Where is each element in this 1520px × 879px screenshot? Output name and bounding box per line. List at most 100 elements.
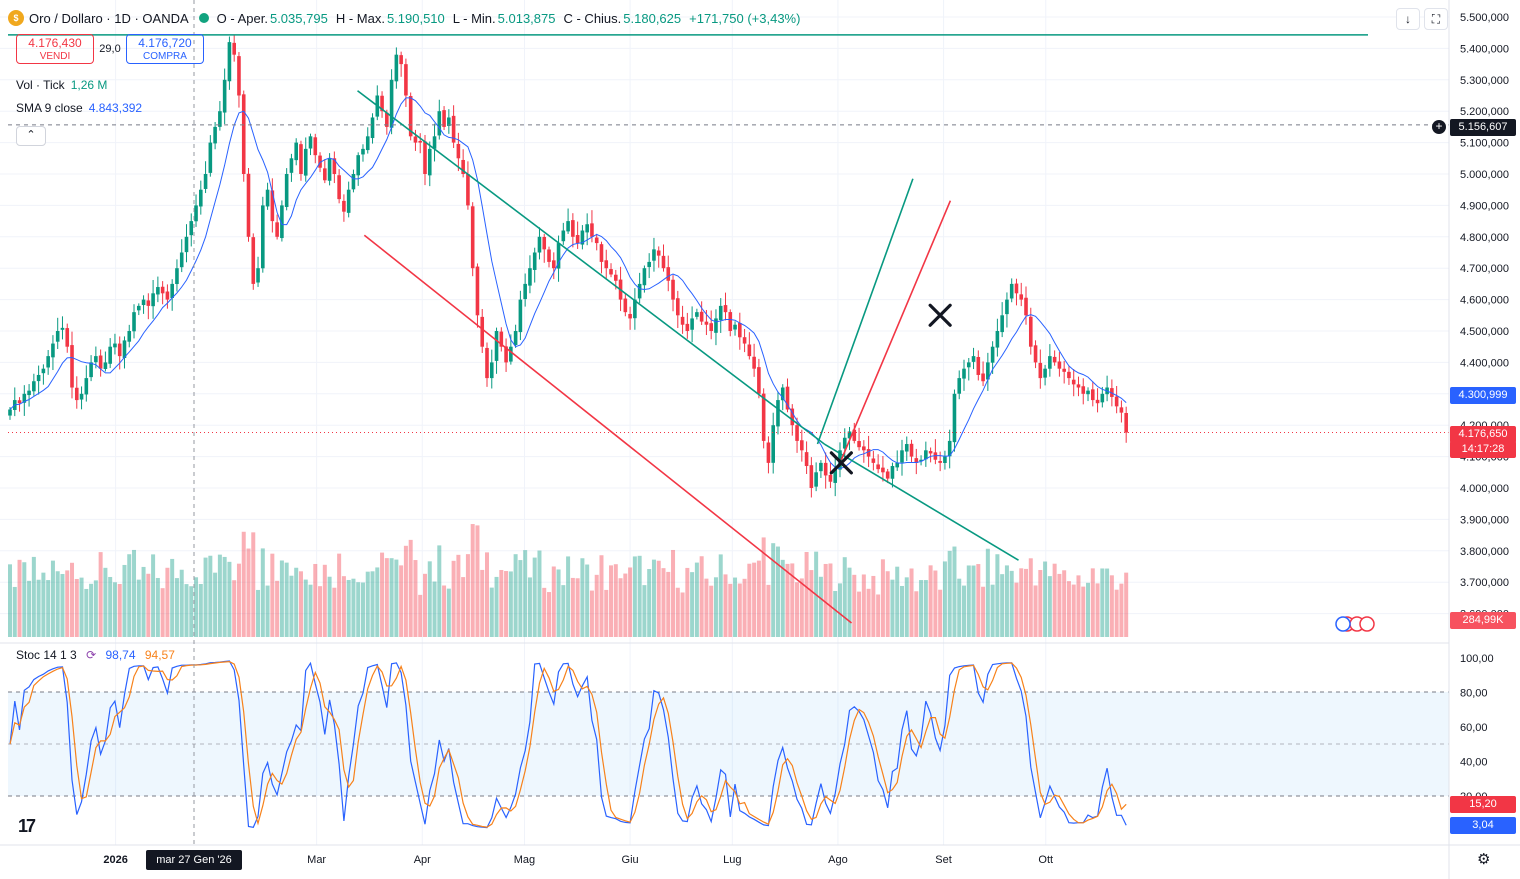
price-axis-tick: 4.500,000 xyxy=(1460,326,1509,338)
volume-bar xyxy=(356,582,361,637)
candle-body xyxy=(1009,283,1014,299)
candle-body xyxy=(862,446,866,451)
volume-bar xyxy=(556,569,561,637)
candle-body xyxy=(695,312,699,317)
sma-line xyxy=(9,97,1127,470)
volume-bar xyxy=(513,554,518,637)
volume-bar xyxy=(518,560,523,637)
volume-bar xyxy=(470,524,475,637)
trend-line[interactable] xyxy=(823,443,1019,561)
candle-body xyxy=(800,440,804,451)
plus-icon[interactable]: + xyxy=(1432,120,1446,134)
candle-body xyxy=(275,222,279,237)
volume-bar xyxy=(661,568,666,637)
volume-bar xyxy=(442,585,447,637)
time-axis[interactable]: 2026 Mar Apr Mag Giu Lug Ago Set Ott xyxy=(103,854,1053,866)
candle-body xyxy=(733,324,737,330)
sma-legend[interactable]: SMA 9 close 4.843,392 xyxy=(16,101,142,115)
candle-body xyxy=(432,136,437,149)
volume-bar xyxy=(580,558,585,637)
fullscreen-icon[interactable]: ⛶ xyxy=(1424,8,1448,30)
volume-bar xyxy=(437,545,442,637)
trend-line[interactable] xyxy=(816,178,914,445)
volume-bar xyxy=(279,560,284,637)
refresh-icon[interactable]: ⟳ xyxy=(86,648,97,662)
volume-bar xyxy=(165,567,170,637)
stoch-legend[interactable]: Stoc 14 1 3 ⟳ 98,74 94,57 xyxy=(16,648,175,662)
volume-bar xyxy=(523,550,528,637)
spread-value: 29,0 xyxy=(99,43,121,55)
candle-body xyxy=(928,451,933,454)
candle-body xyxy=(509,346,513,362)
candle-body xyxy=(489,362,494,379)
candle-body xyxy=(556,243,561,269)
volume-bar xyxy=(723,574,728,637)
candle-body xyxy=(1124,412,1128,433)
candle-body xyxy=(466,174,470,206)
candle-body xyxy=(609,269,613,275)
candle-body xyxy=(523,283,527,300)
candle-body xyxy=(1028,316,1033,347)
volume-bar xyxy=(532,557,537,637)
candle-body xyxy=(671,279,675,300)
volume-bar xyxy=(756,560,761,637)
volume-bar xyxy=(799,578,804,637)
candle-body xyxy=(642,268,647,286)
price-axis-tick: 5.100,000 xyxy=(1460,138,1509,150)
candle-body xyxy=(165,291,170,300)
candle-body xyxy=(842,437,847,449)
volume-bar xyxy=(265,585,270,637)
candle-body xyxy=(8,409,12,416)
candle-body xyxy=(323,168,327,181)
price-axis-tick: 4.700,000 xyxy=(1460,263,1509,275)
price-axis[interactable]: 5.500,000 5.400,000 5.300,000 5.200,000 5.10… xyxy=(1460,12,1509,621)
symbol-title[interactable]: Oro / Dollaro · 1D · OANDA xyxy=(29,10,189,26)
candle-body xyxy=(952,393,957,443)
candle-body xyxy=(256,268,260,283)
volume-bar xyxy=(184,584,189,637)
stoch-name: Stoc 14 1 3 xyxy=(16,648,77,662)
volume-bar xyxy=(914,591,919,637)
x-marker[interactable] xyxy=(829,451,853,475)
buy-label: COMPRA xyxy=(143,51,187,62)
candle-body xyxy=(1076,384,1081,388)
volume-bar xyxy=(508,571,513,637)
candle-body xyxy=(1119,407,1124,413)
candle-body xyxy=(351,174,356,190)
volume-bar xyxy=(1119,583,1124,637)
candle-body xyxy=(494,331,499,361)
candle-body xyxy=(427,148,432,176)
arrow-down-icon[interactable]: ↓ xyxy=(1396,8,1420,30)
x-marker[interactable] xyxy=(928,303,952,327)
candle-body xyxy=(909,443,914,457)
candle-body xyxy=(580,230,585,245)
gear-icon[interactable]: ⚙ xyxy=(1477,851,1491,868)
trend-line[interactable] xyxy=(840,200,952,461)
drawings[interactable] xyxy=(8,34,1449,624)
volume-bar xyxy=(938,589,943,637)
candle-body xyxy=(408,96,413,137)
candle-body xyxy=(790,408,795,426)
volume-bar xyxy=(656,560,661,637)
time-axis-label: Ago xyxy=(828,854,848,866)
candle-body xyxy=(585,224,589,233)
candle-body xyxy=(1000,315,1004,333)
trend-line[interactable] xyxy=(363,234,853,624)
flag-icon[interactable] xyxy=(1335,616,1375,632)
volume-bar xyxy=(561,585,566,637)
market-status-icon xyxy=(198,13,209,23)
candle-body xyxy=(303,148,308,176)
volume-bar xyxy=(246,548,251,637)
volume-bar xyxy=(942,561,947,637)
time-axis-label: Giu xyxy=(622,854,639,866)
candle-body xyxy=(718,305,723,321)
buy-button[interactable]: 4.176,720 COMPRA xyxy=(126,34,204,64)
collapse-legend-button[interactable]: ⌃ xyxy=(16,126,46,146)
sell-button[interactable]: 4.176,430 VENDI xyxy=(16,34,94,64)
volume-legend[interactable]: Vol · Tick 1,26 M xyxy=(16,78,107,92)
volume-bar xyxy=(713,577,718,637)
trend-line[interactable] xyxy=(357,90,825,445)
volume-bar xyxy=(1024,568,1029,637)
